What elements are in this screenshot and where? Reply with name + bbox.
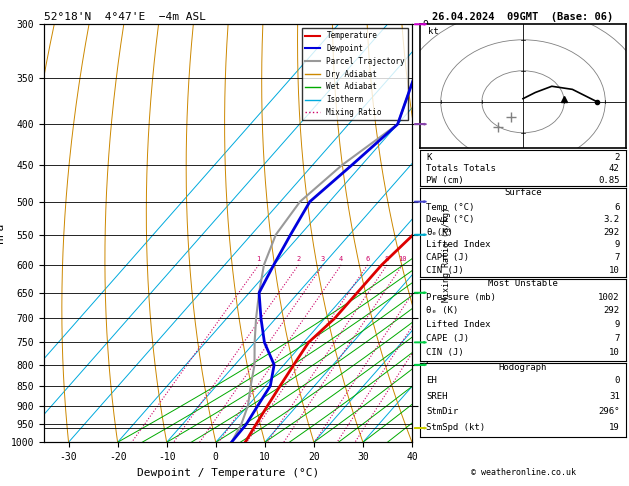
- Text: 4: 4: [339, 256, 343, 261]
- Text: SREH: SREH: [426, 392, 448, 400]
- Text: θₑ (K): θₑ (K): [426, 307, 459, 315]
- Text: 10: 10: [398, 256, 407, 261]
- Text: 292: 292: [604, 228, 620, 237]
- Text: Most Unstable: Most Unstable: [488, 279, 558, 288]
- Text: Dewp (°C): Dewp (°C): [426, 215, 475, 224]
- Text: 1: 1: [257, 256, 261, 261]
- Text: Pressure (mb): Pressure (mb): [426, 293, 496, 302]
- Text: kt: kt: [428, 27, 439, 35]
- Text: 10: 10: [609, 266, 620, 275]
- Text: 9: 9: [615, 241, 620, 249]
- Text: 6: 6: [365, 256, 370, 261]
- Text: StmDir: StmDir: [426, 407, 459, 417]
- Text: Totals Totals: Totals Totals: [426, 164, 496, 174]
- Text: CIN (J): CIN (J): [426, 348, 464, 357]
- X-axis label: Dewpoint / Temperature (°C): Dewpoint / Temperature (°C): [137, 468, 319, 478]
- Text: 2: 2: [615, 153, 620, 162]
- Text: 9: 9: [615, 320, 620, 330]
- Text: © weatheronline.co.uk: © weatheronline.co.uk: [470, 468, 576, 477]
- Text: 0: 0: [615, 376, 620, 385]
- Text: 1002: 1002: [598, 293, 620, 302]
- Text: CAPE (J): CAPE (J): [426, 334, 469, 343]
- Text: Lifted Index: Lifted Index: [426, 241, 491, 249]
- Text: 6: 6: [615, 203, 620, 212]
- Text: 2: 2: [296, 256, 301, 261]
- Text: EH: EH: [426, 376, 437, 385]
- Text: 7: 7: [615, 334, 620, 343]
- Text: PW (cm): PW (cm): [426, 175, 464, 185]
- Text: θₑ(K): θₑ(K): [426, 228, 454, 237]
- Text: 31: 31: [609, 392, 620, 400]
- Text: 292: 292: [604, 307, 620, 315]
- Text: Surface: Surface: [504, 188, 542, 197]
- Text: CAPE (J): CAPE (J): [426, 253, 469, 262]
- Text: 3: 3: [321, 256, 325, 261]
- Text: 7: 7: [615, 253, 620, 262]
- Legend: Temperature, Dewpoint, Parcel Trajectory, Dry Adiabat, Wet Adiabat, Isotherm, Mi: Temperature, Dewpoint, Parcel Trajectory…: [302, 28, 408, 120]
- Text: CIN (J): CIN (J): [426, 266, 464, 275]
- Text: 10: 10: [609, 348, 620, 357]
- Y-axis label: km
ASL: km ASL: [431, 223, 448, 244]
- Text: 52°18'N  4°47'E  −4m ASL: 52°18'N 4°47'E −4m ASL: [44, 12, 206, 22]
- Text: K: K: [426, 153, 431, 162]
- Text: 0.85: 0.85: [598, 175, 620, 185]
- Text: StmSpd (kt): StmSpd (kt): [426, 423, 486, 432]
- Text: 42: 42: [609, 164, 620, 174]
- Text: 3.2: 3.2: [604, 215, 620, 224]
- Text: 8: 8: [385, 256, 389, 261]
- Text: Mixing Ratio (g/kg): Mixing Ratio (g/kg): [442, 207, 451, 302]
- Text: Lifted Index: Lifted Index: [426, 320, 491, 330]
- Text: 26.04.2024  09GMT  (Base: 06): 26.04.2024 09GMT (Base: 06): [432, 12, 614, 22]
- Text: Temp (°C): Temp (°C): [426, 203, 475, 212]
- Y-axis label: hPa: hPa: [0, 223, 5, 243]
- Text: 296°: 296°: [598, 407, 620, 417]
- Text: Hodograph: Hodograph: [499, 363, 547, 372]
- Text: 19: 19: [609, 423, 620, 432]
